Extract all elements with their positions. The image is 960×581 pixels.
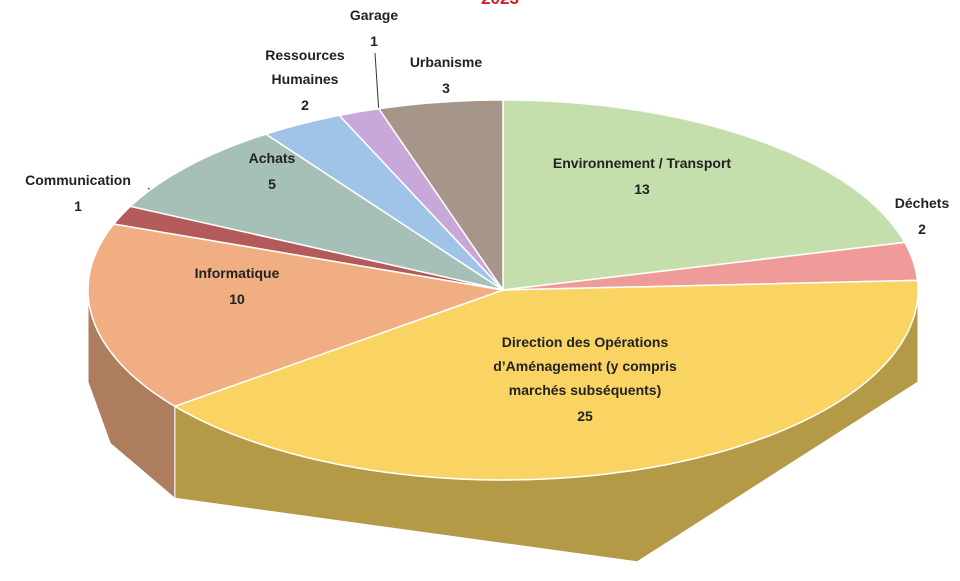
slice-label: Environnement / Transport: [553, 155, 731, 171]
slice-label: Informatique: [195, 265, 280, 281]
value-label: 25: [577, 408, 593, 424]
slice: [337, 107, 504, 291]
slice: [264, 114, 504, 291]
slice-label: Urbanisme: [410, 54, 483, 70]
slices: [87, 99, 919, 481]
value-label: 5: [268, 176, 276, 192]
slice: [112, 205, 504, 291]
chart-title: 2023: [481, 0, 519, 8]
slice-label: Direction des Opérations d’Aménagement (y…: [493, 334, 677, 398]
slice: [502, 99, 907, 291]
slice-label: Achats: [249, 150, 296, 166]
value-label: 3: [442, 80, 450, 96]
slice-label: Communication: [25, 172, 131, 188]
value-label: 1: [370, 33, 378, 49]
leader-line: [374, 52, 380, 115]
slice-label: Garage: [350, 7, 398, 23]
slice: [502, 241, 919, 291]
value-label: 10: [229, 291, 245, 307]
slice: [377, 99, 504, 293]
slice-label: Déchets: [895, 195, 950, 211]
value-label: 2: [918, 221, 926, 237]
value-label: 2: [301, 97, 309, 113]
slice-label: Ressources Humaines: [265, 47, 345, 87]
slice: [128, 133, 504, 291]
value-label: 1: [74, 198, 82, 214]
slice: [87, 223, 506, 408]
value-label: 13: [634, 181, 650, 197]
slice: [173, 279, 919, 481]
